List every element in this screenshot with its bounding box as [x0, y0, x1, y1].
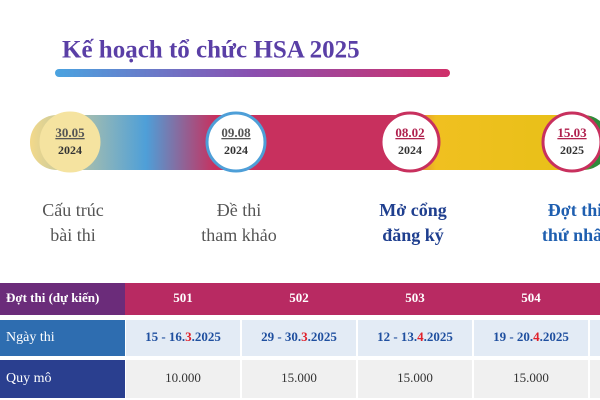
- date-cell: [126, 320, 240, 356]
- header-text: 501: [173, 290, 193, 305]
- header-cell: [125, 283, 242, 315]
- row-label-cell: [0, 360, 125, 398]
- date-text: 12 - 13.4.2025: [377, 329, 453, 344]
- milestone-date: 30.05: [55, 125, 85, 140]
- header-cell: [589, 283, 600, 315]
- date-text: 29 - 30.3.2025: [261, 329, 337, 344]
- milestone-label: thứ nhất: [542, 225, 600, 245]
- milestone-label: Cấu trúc: [42, 200, 103, 220]
- milestone-label: đăng ký: [382, 225, 444, 245]
- milestone-circle: [541, 111, 600, 173]
- date-part: 3: [185, 329, 192, 344]
- date-text: 15 - 16.3.2025: [145, 329, 221, 344]
- scale-text: 15.000: [513, 370, 549, 385]
- milestone-circle: [205, 111, 267, 173]
- date-part: 15 - 16.: [145, 329, 185, 344]
- milestone-circle: [39, 111, 101, 173]
- header-text: 503: [405, 290, 425, 305]
- date-part: 3: [301, 329, 308, 344]
- scale-cell: [126, 360, 240, 398]
- header-cell: [241, 283, 358, 315]
- date-cell: [242, 320, 356, 356]
- row-label-cell: [0, 320, 125, 356]
- date-part: 4: [417, 329, 424, 344]
- date-cell: [590, 320, 600, 356]
- date-part: 29 - 30.: [261, 329, 301, 344]
- header-text: 502: [289, 290, 309, 305]
- scale-cell: [242, 360, 356, 398]
- date-part: 19 - 20.: [493, 329, 533, 344]
- milestone-year: 2024: [398, 143, 422, 157]
- milestone-year: 2025: [560, 143, 584, 157]
- date-text: 19 - 20.4.2025: [493, 329, 569, 344]
- milestone-label: tham khảo: [201, 225, 276, 245]
- date-cell: [358, 320, 472, 356]
- scale-cell: [474, 360, 588, 398]
- date-part: 4: [533, 329, 540, 344]
- milestone-date: 08.02: [395, 125, 424, 140]
- row-label: Ngày thi: [6, 330, 55, 345]
- milestone-label: Đề thi: [217, 200, 262, 220]
- milestone-year: 2024: [224, 143, 248, 157]
- date-part: .2025: [540, 329, 570, 344]
- header-text: Đợt thi (dự kiến): [6, 290, 99, 305]
- milestone-date: 15.03: [557, 125, 587, 140]
- header-cell: [473, 283, 590, 315]
- title: Kế hoạch tổ chức HSA 2025: [62, 37, 360, 64]
- row-label: Quy mô: [6, 371, 52, 386]
- header-text: 504: [521, 290, 541, 305]
- scale-text: 15.000: [397, 370, 433, 385]
- scale-text: 15.000: [281, 370, 317, 385]
- scale-text: 10.000: [165, 370, 201, 385]
- milestone-date: 09.08: [221, 125, 251, 140]
- scale-cell: [590, 360, 600, 398]
- header-cell: [357, 283, 474, 315]
- scale-cell: [358, 360, 472, 398]
- title-underline: [55, 69, 450, 77]
- milestone-circle: [379, 111, 441, 173]
- milestone-label: Đợt thi: [548, 200, 600, 220]
- date-part: 12 - 13.: [377, 329, 417, 344]
- timeline-band: [30, 115, 600, 170]
- date-cell: [474, 320, 588, 356]
- milestone-year: 2024: [58, 143, 82, 157]
- milestone-label: Mở cổng: [379, 200, 446, 220]
- milestone-label: bài thi: [50, 225, 96, 245]
- date-part: .2025: [308, 329, 338, 344]
- header-cell: [0, 283, 126, 315]
- date-part: .2025: [192, 329, 222, 344]
- date-part: .2025: [424, 329, 454, 344]
